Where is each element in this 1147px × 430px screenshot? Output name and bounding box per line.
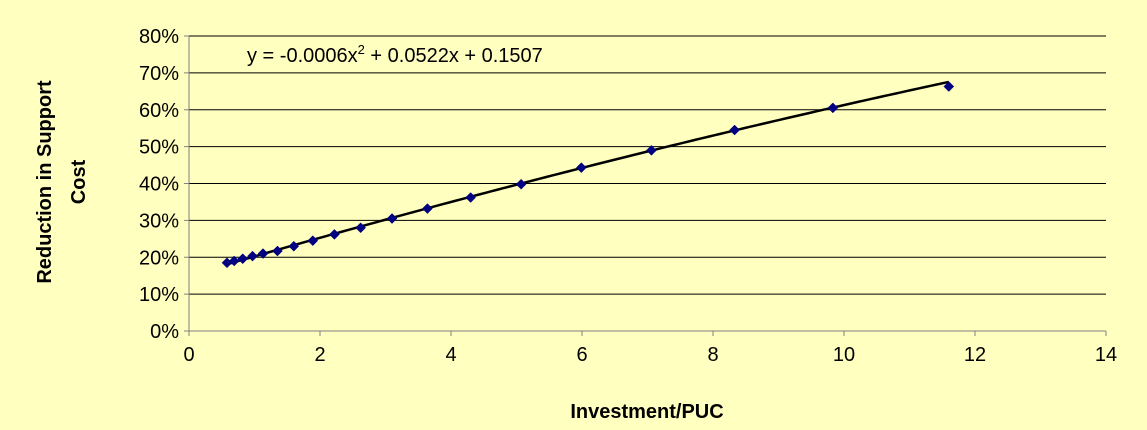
data-point-0-8 bbox=[329, 229, 340, 240]
data-point-0-15 bbox=[646, 144, 657, 156]
y-tick-label-8: 80% bbox=[139, 26, 179, 48]
grid-lines bbox=[189, 35, 1106, 295]
y-axis-label: Reduction in Support Cost bbox=[34, 80, 90, 284]
equation-main: y = -0.0006x bbox=[247, 45, 358, 67]
data-point-0-14 bbox=[575, 162, 587, 173]
data-point-0-3 bbox=[247, 250, 258, 262]
data-point-0-13 bbox=[515, 178, 527, 190]
data-point-0-0 bbox=[221, 257, 233, 269]
y-tick-label-2: 20% bbox=[139, 247, 179, 269]
equation-exponent: 2 bbox=[358, 42, 365, 57]
y-tick-label-0: 0% bbox=[150, 321, 179, 343]
data-point-0-17 bbox=[827, 102, 839, 114]
data-points bbox=[221, 81, 955, 269]
y-tick-label-7: 70% bbox=[139, 63, 179, 85]
data-point-0-1 bbox=[228, 255, 240, 267]
y-axis-label-line2: Cost bbox=[68, 159, 90, 204]
x-tick-label-5: 10 bbox=[833, 344, 855, 366]
y-tick-label-6: 60% bbox=[139, 100, 179, 122]
y-tick-label-4: 40% bbox=[139, 174, 179, 196]
x-tick-label-2: 4 bbox=[445, 344, 456, 366]
y-axis-label-line1: Reduction in Support bbox=[34, 80, 56, 284]
data-point-0-18 bbox=[943, 81, 955, 92]
y-tick-label-3: 30% bbox=[139, 210, 179, 232]
data-point-0-12 bbox=[465, 192, 477, 203]
trendline-equation: y = -0.0006x2 + 0.0522x + 0.1507 bbox=[247, 42, 543, 67]
x-tick-label-6: 12 bbox=[964, 344, 986, 366]
x-axis-label: Investment/PUC bbox=[570, 401, 723, 423]
data-point-0-2 bbox=[237, 253, 249, 265]
data-point-0-7 bbox=[307, 235, 319, 247]
x-tick-label-7: 14 bbox=[1095, 344, 1117, 366]
data-point-0-4 bbox=[257, 248, 269, 259]
x-tick-label-0: 0 bbox=[183, 344, 194, 366]
data-point-0-5 bbox=[272, 245, 283, 257]
data-point-0-10 bbox=[386, 213, 398, 224]
x-tick-label-4: 8 bbox=[707, 344, 718, 366]
data-point-0-6 bbox=[288, 240, 300, 252]
data-point-0-16 bbox=[729, 124, 740, 136]
x-tick-label-1: 2 bbox=[314, 344, 325, 366]
data-point-0-11 bbox=[422, 203, 433, 214]
axes bbox=[184, 35, 1107, 336]
y-tick-label-1: 10% bbox=[139, 284, 179, 306]
x-tick-label-3: 6 bbox=[576, 344, 587, 366]
tick-labels: 0% 10% 20% 30% 40% 50% 60% 70% 80% 0 2 4 6 8 10 12 14 bbox=[139, 26, 1117, 366]
equation-rest: + 0.0522x + 0.1507 bbox=[365, 45, 543, 67]
y-tick-label-5: 50% bbox=[139, 137, 179, 159]
data-point-0-9 bbox=[355, 222, 366, 234]
